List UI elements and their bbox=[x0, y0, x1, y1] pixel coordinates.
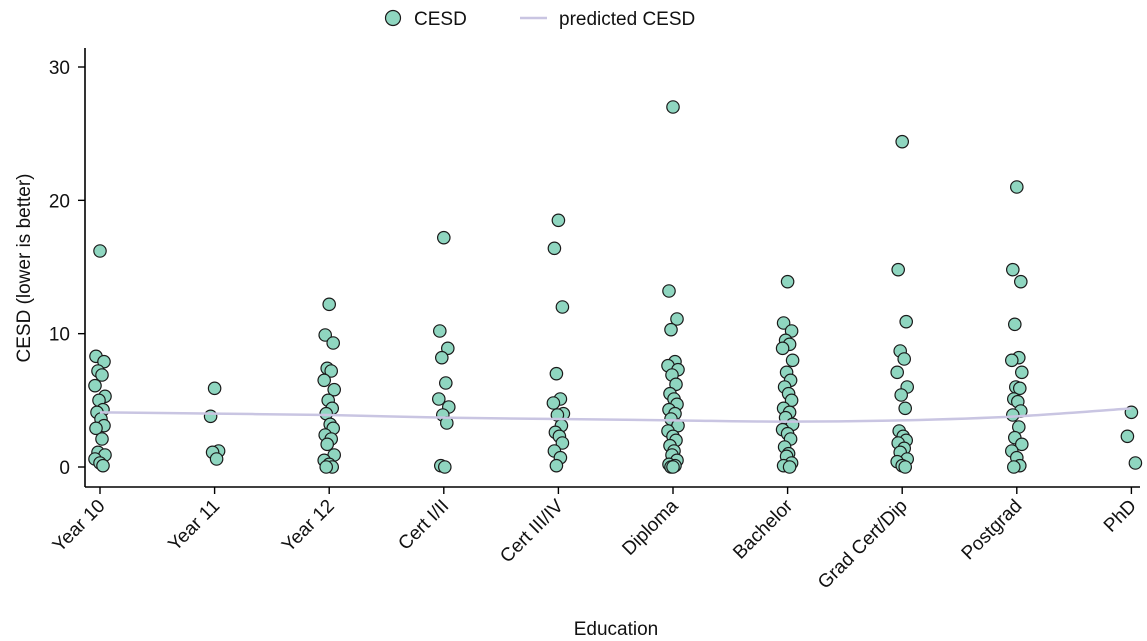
data-point bbox=[436, 230, 451, 245]
data-point bbox=[785, 353, 800, 368]
data-point bbox=[666, 100, 680, 114]
data-point bbox=[1009, 180, 1024, 194]
data-point bbox=[551, 213, 566, 228]
data-point bbox=[89, 421, 103, 436]
data-point bbox=[318, 328, 332, 342]
data-point bbox=[1004, 353, 1019, 368]
data-point bbox=[95, 368, 109, 382]
x-tick-label: Diploma bbox=[618, 495, 682, 559]
x-tick-label: Year 10 bbox=[49, 496, 110, 557]
data-point bbox=[895, 134, 909, 149]
data-point bbox=[899, 314, 913, 329]
trend-layer bbox=[99, 407, 1132, 423]
y-tick-label: 10 bbox=[49, 325, 70, 346]
data-point bbox=[662, 284, 676, 298]
data-point bbox=[555, 300, 570, 314]
data-point bbox=[326, 336, 340, 350]
data-point bbox=[897, 352, 911, 366]
data-point bbox=[1005, 408, 1020, 422]
x-tick-label: Bachelor bbox=[729, 495, 797, 563]
x-tick-label: Year 11 bbox=[164, 496, 224, 556]
data-point bbox=[898, 401, 912, 416]
data-point bbox=[432, 324, 447, 338]
y-tick-label: 0 bbox=[59, 458, 70, 479]
data-point bbox=[776, 316, 791, 330]
y-axis-ticks: 0 10 20 30 bbox=[49, 58, 85, 479]
legend-label-predicted: predicted CESD bbox=[559, 9, 695, 30]
data-point bbox=[782, 460, 797, 474]
x-tick-label: Postgrad bbox=[958, 496, 1027, 565]
data-point bbox=[322, 297, 336, 312]
y-axis-title: CESD (lower is better) bbox=[14, 174, 35, 363]
legend-label-cesd: CESD bbox=[414, 9, 467, 30]
x-axis-title: Education bbox=[574, 619, 659, 640]
data-point bbox=[894, 388, 908, 402]
x-axis-ticks: Year 10 Year 11 Year 12 Cert I/II Cert III/I… bbox=[49, 487, 1141, 593]
points-layer bbox=[88, 100, 1143, 474]
data-point bbox=[780, 274, 795, 289]
data-point bbox=[1013, 274, 1028, 289]
data-point bbox=[898, 460, 912, 474]
x-tick-label: Year 12 bbox=[278, 496, 339, 557]
x-tick-label: Cert I/II bbox=[394, 496, 453, 555]
legend: CESD predicted CESD bbox=[384, 9, 695, 30]
data-point bbox=[1120, 429, 1135, 444]
y-tick-label: 30 bbox=[49, 58, 70, 79]
data-point bbox=[547, 241, 562, 256]
data-point bbox=[431, 392, 446, 406]
data-point bbox=[320, 437, 334, 452]
data-point bbox=[546, 396, 561, 410]
data-point bbox=[1014, 437, 1029, 452]
data-point bbox=[555, 436, 570, 450]
x-tick-label: Grad Cert/Dip bbox=[814, 496, 912, 594]
data-point bbox=[88, 378, 102, 393]
data-point bbox=[1006, 460, 1021, 474]
data-point bbox=[96, 458, 110, 473]
data-point bbox=[1005, 262, 1020, 277]
data-point bbox=[327, 382, 341, 397]
data-point bbox=[1014, 365, 1029, 380]
data-point bbox=[549, 458, 564, 473]
data-point bbox=[203, 409, 218, 424]
data-point bbox=[434, 350, 449, 365]
x-tick-label: Cert III/IV bbox=[496, 495, 568, 567]
data-point bbox=[93, 244, 107, 258]
data-point bbox=[438, 376, 453, 390]
data-point bbox=[664, 322, 678, 337]
data-point bbox=[775, 341, 790, 356]
data-point bbox=[890, 365, 904, 380]
data-point bbox=[1012, 381, 1027, 396]
predicted-line bbox=[99, 407, 1132, 423]
data-point bbox=[891, 262, 905, 277]
data-point bbox=[324, 364, 338, 378]
data-point bbox=[209, 452, 224, 466]
data-point bbox=[1128, 456, 1143, 470]
data-point bbox=[437, 460, 452, 474]
data-point bbox=[670, 312, 684, 326]
data-point bbox=[1007, 317, 1022, 332]
data-point bbox=[549, 366, 564, 381]
data-point bbox=[95, 432, 109, 446]
data-point bbox=[666, 460, 680, 474]
x-tick-label: PhD bbox=[1100, 496, 1141, 537]
data-point bbox=[207, 381, 222, 396]
data-point bbox=[317, 373, 331, 388]
legend-marker-cesd bbox=[384, 9, 402, 27]
data-point bbox=[319, 460, 333, 474]
y-tick-label: 20 bbox=[49, 191, 70, 212]
